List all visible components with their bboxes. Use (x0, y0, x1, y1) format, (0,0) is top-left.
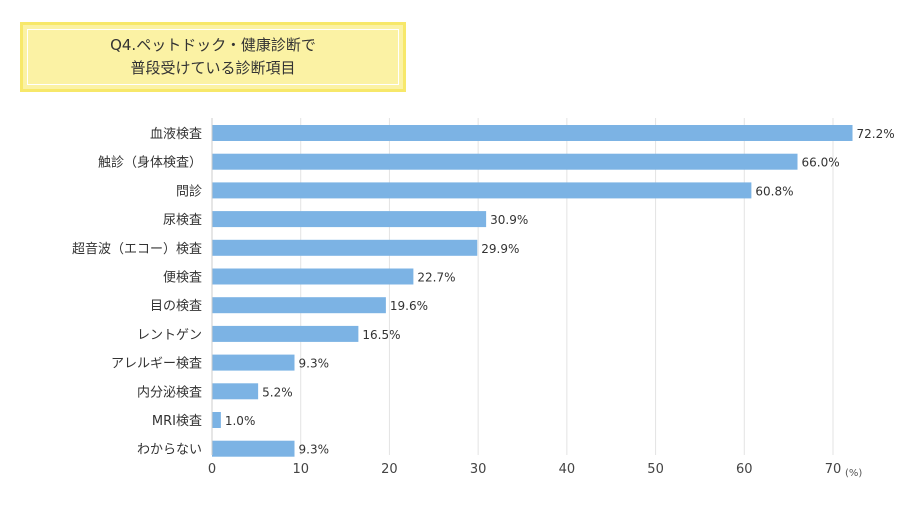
x-tick-label: 10 (292, 462, 309, 477)
title-line-2: 普段受けている診断項目 (130, 59, 296, 77)
data-label: 9.3% (299, 357, 330, 371)
data-label: 66.0% (802, 156, 840, 170)
x-tick-label: 40 (559, 462, 576, 477)
data-label: 22.7% (417, 271, 455, 285)
category-label: アレルギー検査 (111, 357, 202, 372)
category-label: 超音波（エコー）検査 (72, 241, 202, 257)
bar (212, 268, 414, 285)
category-label: 血液検査 (150, 127, 202, 142)
x-tick-label: 0 (208, 462, 216, 477)
category-label: わからない (137, 443, 202, 458)
bar (212, 325, 359, 342)
x-unit-label: (%) (845, 468, 862, 479)
bar (212, 211, 487, 228)
data-label: 1.0% (225, 414, 256, 428)
data-label: 9.3% (299, 443, 330, 457)
category-label: レントゲン (137, 328, 202, 343)
bar (212, 440, 295, 457)
data-label: 5.2% (262, 385, 293, 399)
x-tick-label: 20 (381, 462, 398, 477)
bar (212, 239, 478, 256)
category-label: MRI検査 (152, 414, 202, 429)
x-tick-label: 30 (470, 462, 487, 477)
category-label: 便検査 (163, 271, 202, 286)
title-box: Q4.ペットドック・健康診断で 普段受けている診断項目 (20, 22, 406, 92)
category-label: 目の検査 (150, 299, 202, 314)
bar (212, 412, 221, 428)
bar (212, 297, 386, 314)
category-label: 問診 (176, 183, 202, 199)
bar (212, 354, 295, 371)
data-label: 60.8% (755, 184, 793, 198)
data-label: 19.6% (390, 299, 428, 313)
x-tick-label: 70 (825, 462, 842, 477)
x-tick-label: 50 (647, 462, 664, 477)
bar (212, 182, 752, 199)
x-tick-label: 60 (736, 462, 753, 477)
bar (212, 383, 259, 400)
category-label: 内分泌検査 (137, 384, 202, 400)
title-line-1: Q4.ペットドック・健康診断で (110, 36, 316, 54)
title-inner-border (27, 29, 399, 85)
data-label: 29.9% (481, 242, 519, 256)
bar (212, 153, 798, 170)
bar (212, 125, 853, 141)
data-label: 72.2% (857, 127, 895, 141)
data-label: 30.9% (490, 213, 528, 227)
category-label: 触診（身体検査） (98, 155, 202, 171)
data-label: 16.5% (362, 328, 400, 342)
category-label: 尿検査 (163, 213, 202, 228)
